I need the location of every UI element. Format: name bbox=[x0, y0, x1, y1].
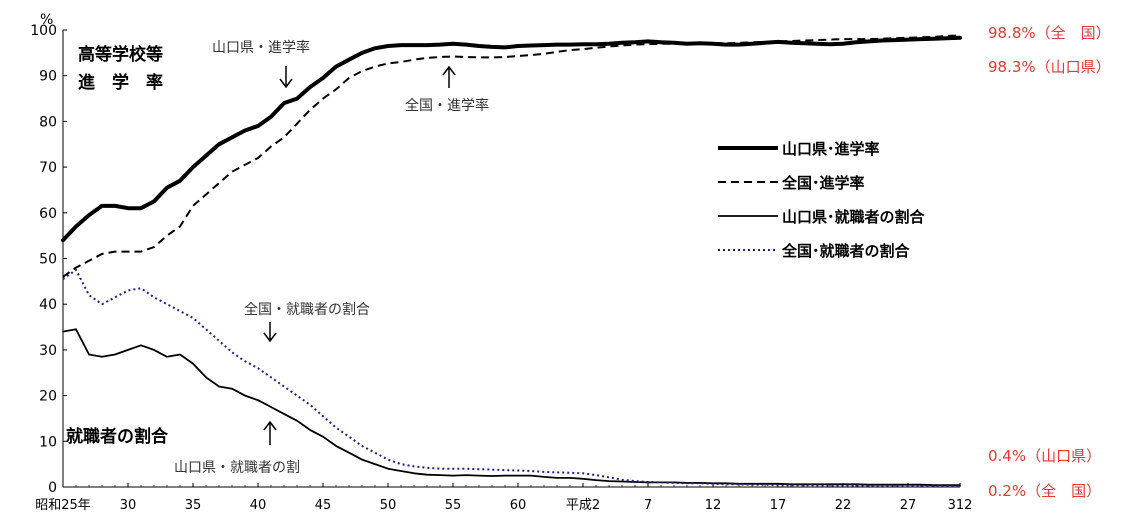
y-tick-label: 30 bbox=[39, 343, 57, 359]
x-tick-label: 昭和25年 bbox=[35, 498, 91, 513]
x-tick-label: 55 bbox=[445, 498, 462, 513]
x-tick-labels: 昭和25年 30 35 40 45 50 55 60 平成2 7 12 17 22 27 312 bbox=[35, 498, 972, 513]
x-tick-label: 60 bbox=[510, 498, 527, 513]
axes bbox=[62, 29, 961, 488]
y-tick-label: 40 bbox=[39, 297, 57, 313]
lower-title: 就職者の割合 bbox=[66, 426, 169, 447]
y-tick-labels: 0 10 20 30 40 50 60 70 80 90 100 bbox=[30, 23, 57, 496]
y-tick-label: 70 bbox=[39, 160, 57, 176]
series-line-2 bbox=[62, 34, 961, 278]
right-label-yamaguchi-rate: 98.3%（山口県） bbox=[988, 58, 1111, 76]
y-tick-label: 60 bbox=[39, 206, 57, 222]
annotation-yamaguchi-shushoku: 山口県・就職者の割 bbox=[174, 459, 300, 476]
series-line-1 bbox=[61, 35, 962, 243]
upper-title-line1: 高等学校等 bbox=[78, 44, 163, 65]
x-tick-label: 22 bbox=[835, 498, 852, 513]
y-unit-label: % bbox=[40, 12, 53, 28]
x-tick-label: 平成2 bbox=[566, 498, 600, 513]
x-tick-label: 50 bbox=[380, 498, 397, 513]
y-tick-label: 50 bbox=[39, 252, 57, 268]
down-arrow-icon bbox=[263, 322, 277, 343]
y-tick-label: 90 bbox=[39, 69, 57, 85]
legend-label-3: 山口県･就職者の割合 bbox=[782, 208, 926, 226]
annotation-zenkoku-shingaku: 全国・進学率 bbox=[405, 97, 489, 114]
x-tick-label: 30 bbox=[120, 498, 137, 513]
up-arrow-icon bbox=[442, 65, 456, 88]
annotation-yamaguchi-shingaku: 山口県・進学率 bbox=[212, 39, 310, 56]
right-label-yamaguchi-employment: 0.4%（山口県） bbox=[988, 447, 1101, 465]
series-lines bbox=[61, 34, 962, 488]
x-tick-label: 35 bbox=[185, 498, 202, 513]
x-tick-label: 12 bbox=[705, 498, 722, 513]
y-tick-label: 20 bbox=[39, 389, 57, 405]
y-tick-label: 80 bbox=[39, 114, 57, 130]
x-tick-label: 17 bbox=[770, 498, 787, 513]
legend-label-1: 山口県･進学率 bbox=[782, 140, 880, 158]
series-line-3 bbox=[62, 328, 961, 487]
y-tick-label: 100 bbox=[30, 23, 57, 39]
y-tick-label: 0 bbox=[48, 480, 57, 496]
y-tick-label: 10 bbox=[39, 434, 57, 450]
x-tick-label: 7 bbox=[644, 498, 652, 513]
legend-label-2: 全国･進学率 bbox=[781, 174, 865, 192]
x-tick-label: 45 bbox=[315, 498, 332, 513]
annotation-zenkoku-shushoku: 全国・就職者の割合 bbox=[244, 301, 370, 318]
x-tick-label: 27 bbox=[900, 498, 917, 513]
right-label-national-employment: 0.2%（全 国） bbox=[988, 482, 1101, 500]
upper-title-line2: 進 学 率 bbox=[78, 72, 163, 93]
series-line-4 bbox=[62, 268, 960, 488]
x-tick-label: 312 bbox=[948, 498, 973, 513]
legend-label-4: 全国･就職者の割合 bbox=[781, 242, 911, 260]
down-arrow-icon bbox=[279, 66, 293, 89]
x-tick-label: 40 bbox=[250, 498, 267, 513]
up-arrow-icon bbox=[263, 420, 277, 445]
right-label-national-rate: 98.8%（全 国） bbox=[988, 24, 1111, 42]
